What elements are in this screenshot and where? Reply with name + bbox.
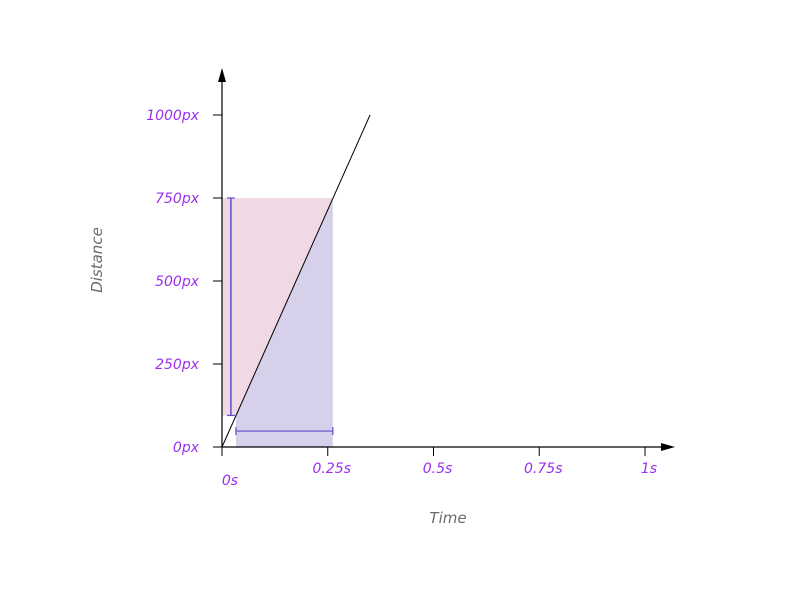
x-axis-title: Time — [429, 509, 466, 527]
y-tick-label: 500px — [155, 274, 200, 290]
x-tick-label: 0.5s — [423, 461, 453, 477]
x-tick-label: 1s — [641, 461, 657, 477]
y-axis-arrow-icon — [218, 68, 226, 82]
region-above-line — [222, 198, 334, 416]
distance-line — [221, 114, 371, 448]
x-tick-label: 0.75s — [524, 461, 562, 477]
y-tick-label: 1000px — [146, 108, 200, 124]
region-below-line — [235, 198, 334, 447]
y-tick-label: 250px — [155, 357, 200, 373]
x-axis-arrow-icon — [661, 443, 675, 451]
x-tick-label: 0s — [222, 473, 238, 489]
y-axis-title: Distance — [88, 227, 106, 293]
x-tick-label: 0.25s — [313, 461, 351, 477]
y-tick-label: 0px — [173, 440, 200, 456]
y-tick-label: 750px — [155, 191, 200, 207]
